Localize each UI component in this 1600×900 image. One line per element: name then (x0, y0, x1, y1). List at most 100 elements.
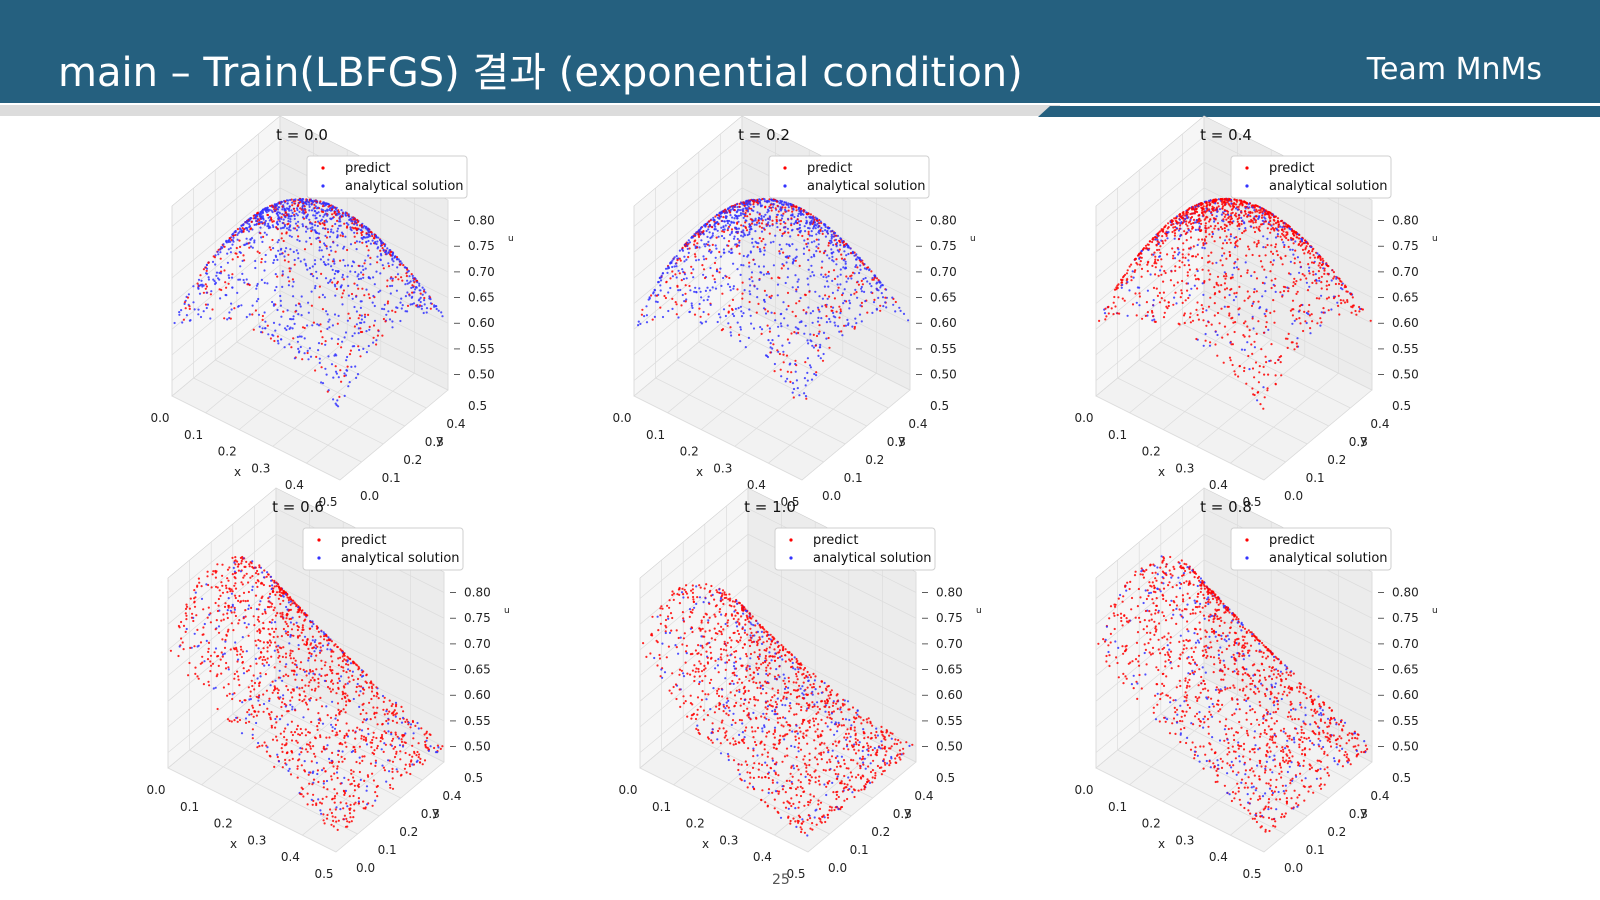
scatter-point (255, 300, 258, 303)
scatter-point (826, 226, 829, 229)
scatter-point (1197, 278, 1200, 281)
scatter-point (746, 200, 749, 203)
scatter-point (278, 220, 281, 223)
scatter-point (754, 219, 757, 222)
scatter-point (880, 292, 883, 295)
scatter-point (271, 300, 274, 304)
scatter-point (1233, 198, 1236, 201)
x-tick-label: 0.0 (1074, 411, 1093, 425)
scatter-point (835, 234, 838, 237)
scatter-point (399, 263, 402, 266)
scatter-point (809, 366, 813, 369)
scatter-point (1185, 210, 1188, 213)
scatter-point (692, 276, 695, 279)
scatter-point (748, 300, 751, 304)
scatter-point (1253, 209, 1256, 212)
scatter-point (651, 318, 654, 321)
scatter-point (838, 239, 841, 242)
scatter-point (347, 213, 350, 216)
scatter-point (645, 321, 649, 324)
team-name: Team MnMs (1366, 52, 1542, 87)
scatter-point (1227, 220, 1230, 224)
scatter-point (355, 240, 358, 243)
scatter-point (1125, 272, 1129, 275)
scatter-point (1332, 271, 1335, 274)
scatter-point (414, 724, 417, 728)
scatter-point (817, 308, 820, 311)
scatter-point (808, 215, 811, 218)
scatter-point (276, 335, 279, 338)
scatter-point (1242, 322, 1246, 325)
scatter-point (1244, 320, 1247, 323)
scatter-point (751, 219, 754, 222)
scatter-point (333, 262, 336, 265)
scatter-point (329, 230, 333, 233)
scatter-point (357, 317, 360, 320)
scatter-point (1272, 299, 1275, 302)
chart-panel-3: t = 0.60.00.10.20.30.40.5x0.00.10.20.30.… (146, 487, 510, 881)
scatter-point (263, 281, 266, 284)
scatter-point (797, 208, 800, 211)
scatter-point (1221, 254, 1224, 257)
scatter-point (1247, 297, 1250, 300)
scatter-point (711, 243, 714, 246)
scatter-point (735, 227, 738, 231)
scatter-point (270, 209, 273, 212)
scatter-point (1245, 382, 1248, 385)
scatter-point (319, 240, 322, 244)
scatter-point (297, 252, 300, 255)
scatter-point (828, 346, 831, 349)
scatter-point (309, 199, 312, 202)
scatter-point (289, 317, 292, 321)
scatter-point (335, 404, 338, 407)
scatter-point (381, 307, 384, 310)
scatter-point (1303, 252, 1306, 255)
scatter-point (1201, 268, 1204, 271)
scatter-point (306, 349, 309, 352)
scatter-point (722, 276, 725, 280)
scatter-point (1307, 269, 1311, 273)
scatter-point (749, 251, 753, 254)
scatter-point (1213, 302, 1216, 305)
scatter-point (1161, 229, 1164, 232)
scatter-point (666, 271, 669, 274)
scatter-point (336, 230, 339, 233)
scatter-point (1339, 287, 1343, 290)
legend-marker-analytical (783, 184, 787, 188)
scatter-point (813, 255, 816, 258)
scatter-point (762, 307, 766, 310)
scatter-point (1229, 277, 1232, 280)
scatter-point (748, 261, 751, 264)
scatter-point (1196, 243, 1199, 247)
scatter-point (1134, 269, 1137, 272)
scatter-point (1153, 262, 1156, 265)
scatter-point (873, 276, 876, 279)
scatter-point (787, 231, 790, 234)
scatter-point (788, 255, 791, 258)
scatter-point (672, 257, 675, 260)
scatter-point (1209, 218, 1212, 221)
scatter-point (192, 285, 195, 288)
scatter-point (1163, 269, 1166, 273)
scatter-point (690, 265, 693, 268)
scatter-point (1279, 220, 1283, 223)
legend-marker-predict (321, 166, 325, 170)
scatter-point (1284, 337, 1288, 340)
scatter-point (719, 316, 722, 319)
scatter-point (780, 267, 783, 270)
scatter-point (1131, 303, 1135, 306)
scatter-point (718, 250, 721, 254)
scatter-point (1309, 252, 1312, 255)
scatter-point (1227, 216, 1230, 220)
scatter-point (781, 200, 784, 203)
scatter-point (1158, 291, 1161, 294)
scatter-point (349, 243, 353, 246)
z-tick-label: 0.65 (930, 291, 957, 305)
scatter-point (749, 227, 752, 230)
scatter-point (748, 231, 751, 234)
scatter-point (205, 272, 209, 275)
scatter-point (1170, 223, 1173, 227)
scatter-point (324, 244, 327, 247)
scatter-point (214, 263, 217, 266)
scatter-point (357, 327, 360, 330)
